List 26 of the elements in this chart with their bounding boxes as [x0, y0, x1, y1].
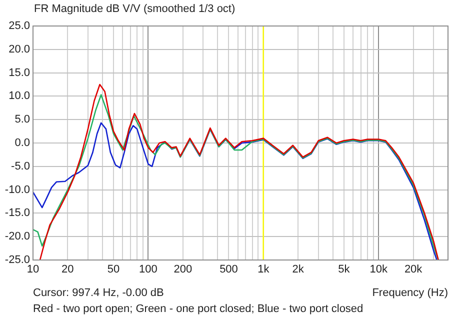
y-tick-label: 25.0	[8, 20, 30, 32]
x-tick-label: 20	[62, 264, 74, 276]
x-tick-label: 50	[107, 264, 120, 276]
x-tick-label: 10k	[370, 264, 388, 276]
text: Red - two port open; Green - one port closed; Blue - two port closed	[33, 303, 364, 315]
x-tick-label: 200	[174, 264, 192, 276]
x-tick-label: 2k	[292, 264, 304, 276]
y-tick-label: -25.0	[4, 254, 30, 266]
y-tick-label: 5.0	[14, 114, 30, 126]
x-tick-label: 10	[26, 264, 40, 276]
y-tick-label: 0.0	[14, 137, 30, 150]
x-tick-label: 20k	[404, 264, 423, 276]
x-tick-label: 5k	[338, 264, 350, 276]
chart-title: FR Magnitude dB V/V (smoothed 1/3 oct)	[34, 3, 236, 15]
x-tick-label: 1k	[258, 264, 270, 276]
y-tick-label: -20.0	[4, 230, 30, 243]
y-tick-label: -10.0	[4, 184, 30, 196]
y-tick-label: 10.0	[8, 90, 30, 102]
x-tick-label: 100	[139, 264, 158, 276]
text: Cursor: 997.4 Hz, -0.00 dB	[33, 287, 164, 299]
x-tick-label: 500	[220, 264, 238, 276]
y-tick-label: -15.0	[4, 207, 30, 220]
y-tick-label: 15.0	[8, 66, 30, 79]
y-tick-label: -5.0	[11, 160, 30, 172]
y-tick-label: 20.0	[8, 43, 30, 56]
x-axis-title: Frequency (Hz)	[372, 287, 448, 299]
